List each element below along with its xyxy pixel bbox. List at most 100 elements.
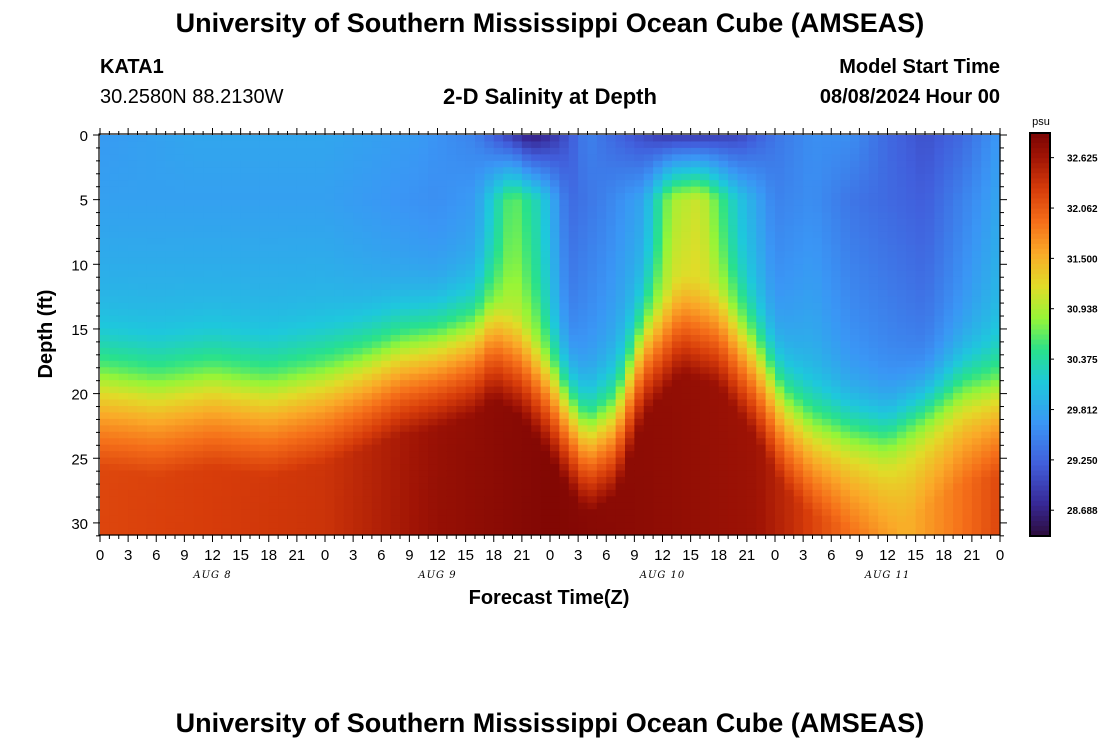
heatmap-cell [437,302,448,310]
heatmap-cell [250,205,260,214]
heatmap-cell [484,231,495,239]
heatmap-cell [390,289,401,297]
heatmap-cell [709,393,720,401]
heatmap-cell [775,225,785,233]
heatmap-cell [587,509,598,517]
heatmap-cell [671,360,682,368]
heatmap-cell [756,154,767,162]
heatmap-cell [325,515,335,523]
heatmap-cell [737,393,748,401]
heatmap-cell [709,251,720,259]
heatmap-cell [296,476,307,484]
heatmap-cell [465,141,476,149]
heatmap-cell [343,251,354,259]
heatmap-cell [165,341,176,349]
heatmap-cell [793,296,804,304]
heatmap-cell [728,425,739,433]
heatmap-cell [381,515,392,523]
heatmap-cell [381,464,392,472]
heatmap-cell [175,251,185,259]
heatmap-cell [540,154,551,162]
heatmap-cell [503,296,514,304]
heatmap-cell [456,438,467,446]
heatmap-cell [400,167,410,175]
heatmap-cell [137,309,148,317]
heatmap-cell [559,212,570,220]
heatmap-cell [221,244,232,252]
heatmap-cell [146,367,157,375]
heatmap-cell [193,418,204,426]
heatmap-cell [568,173,579,181]
heatmap-cell [540,451,551,459]
heatmap-cell [465,315,476,323]
heatmap-cell [690,509,701,517]
heatmap-cell [653,283,664,291]
heatmap-cell [568,296,579,304]
heatmap-cell [212,489,223,497]
heatmap-cell [634,257,645,265]
heatmap-cell [325,347,335,355]
heatmap-cell [578,438,589,446]
heatmap-cell [231,425,242,433]
heatmap-cell [184,451,195,459]
heatmap-cell [484,186,495,194]
heatmap-cell [418,296,429,304]
heatmap-cell [315,173,326,181]
heatmap-cell [428,393,439,401]
heatmap-cell [578,393,589,401]
heatmap-cell [128,167,139,175]
heatmap-cell [231,193,242,201]
heatmap-cell [465,386,476,394]
heatmap-cell [100,476,110,484]
heatmap-cell [409,360,420,368]
heatmap-cell [793,476,804,484]
heatmap-cell [728,354,739,362]
heatmap-cell [493,380,504,388]
heatmap-cell [259,496,270,504]
heatmap-cell [709,367,720,375]
heatmap-cell [231,393,242,401]
heatmap-cell [831,283,842,291]
heatmap-cell [700,218,710,226]
heatmap-cell [643,360,654,368]
heatmap-cell [418,276,429,284]
heatmap-cell [146,141,157,149]
heatmap-cell [118,315,129,323]
heatmap-cell [278,373,289,381]
heatmap-cell [484,141,495,149]
heatmap-cell [437,502,448,510]
heatmap-cell [550,341,560,349]
heatmap-cell [756,335,767,343]
heatmap-cell [306,218,317,226]
heatmap-cell [606,205,617,214]
heatmap-cell [100,367,110,375]
heatmap-cell [737,218,748,226]
heatmap-cell [728,489,739,497]
heatmap-cell [512,141,523,149]
heatmap-cell [287,238,298,246]
heatmap-cell [203,451,214,459]
heatmap-cell [371,180,382,188]
heatmap-cell [709,476,720,484]
heatmap-cell [587,438,598,446]
heatmap-cell [596,399,607,407]
heatmap-cell [334,315,345,323]
heatmap-cell [531,470,542,478]
heatmap-cell [784,238,795,246]
heatmap-cell [371,341,382,349]
heatmap-cell [737,302,748,310]
heatmap-cell [521,276,532,284]
heatmap-cell [259,522,270,530]
heatmap-cell [653,186,664,194]
heatmap-cell [221,509,232,517]
heatmap-cell [250,373,260,381]
heatmap-cell [521,444,532,452]
heatmap-cell [437,257,448,265]
heatmap-cell [512,399,523,407]
heatmap-cell [821,173,832,181]
heatmap-cell [184,483,195,491]
heatmap-cell [690,199,701,207]
heatmap-cell [634,476,645,484]
heatmap-cell [587,322,598,330]
heatmap-cell [437,238,448,246]
